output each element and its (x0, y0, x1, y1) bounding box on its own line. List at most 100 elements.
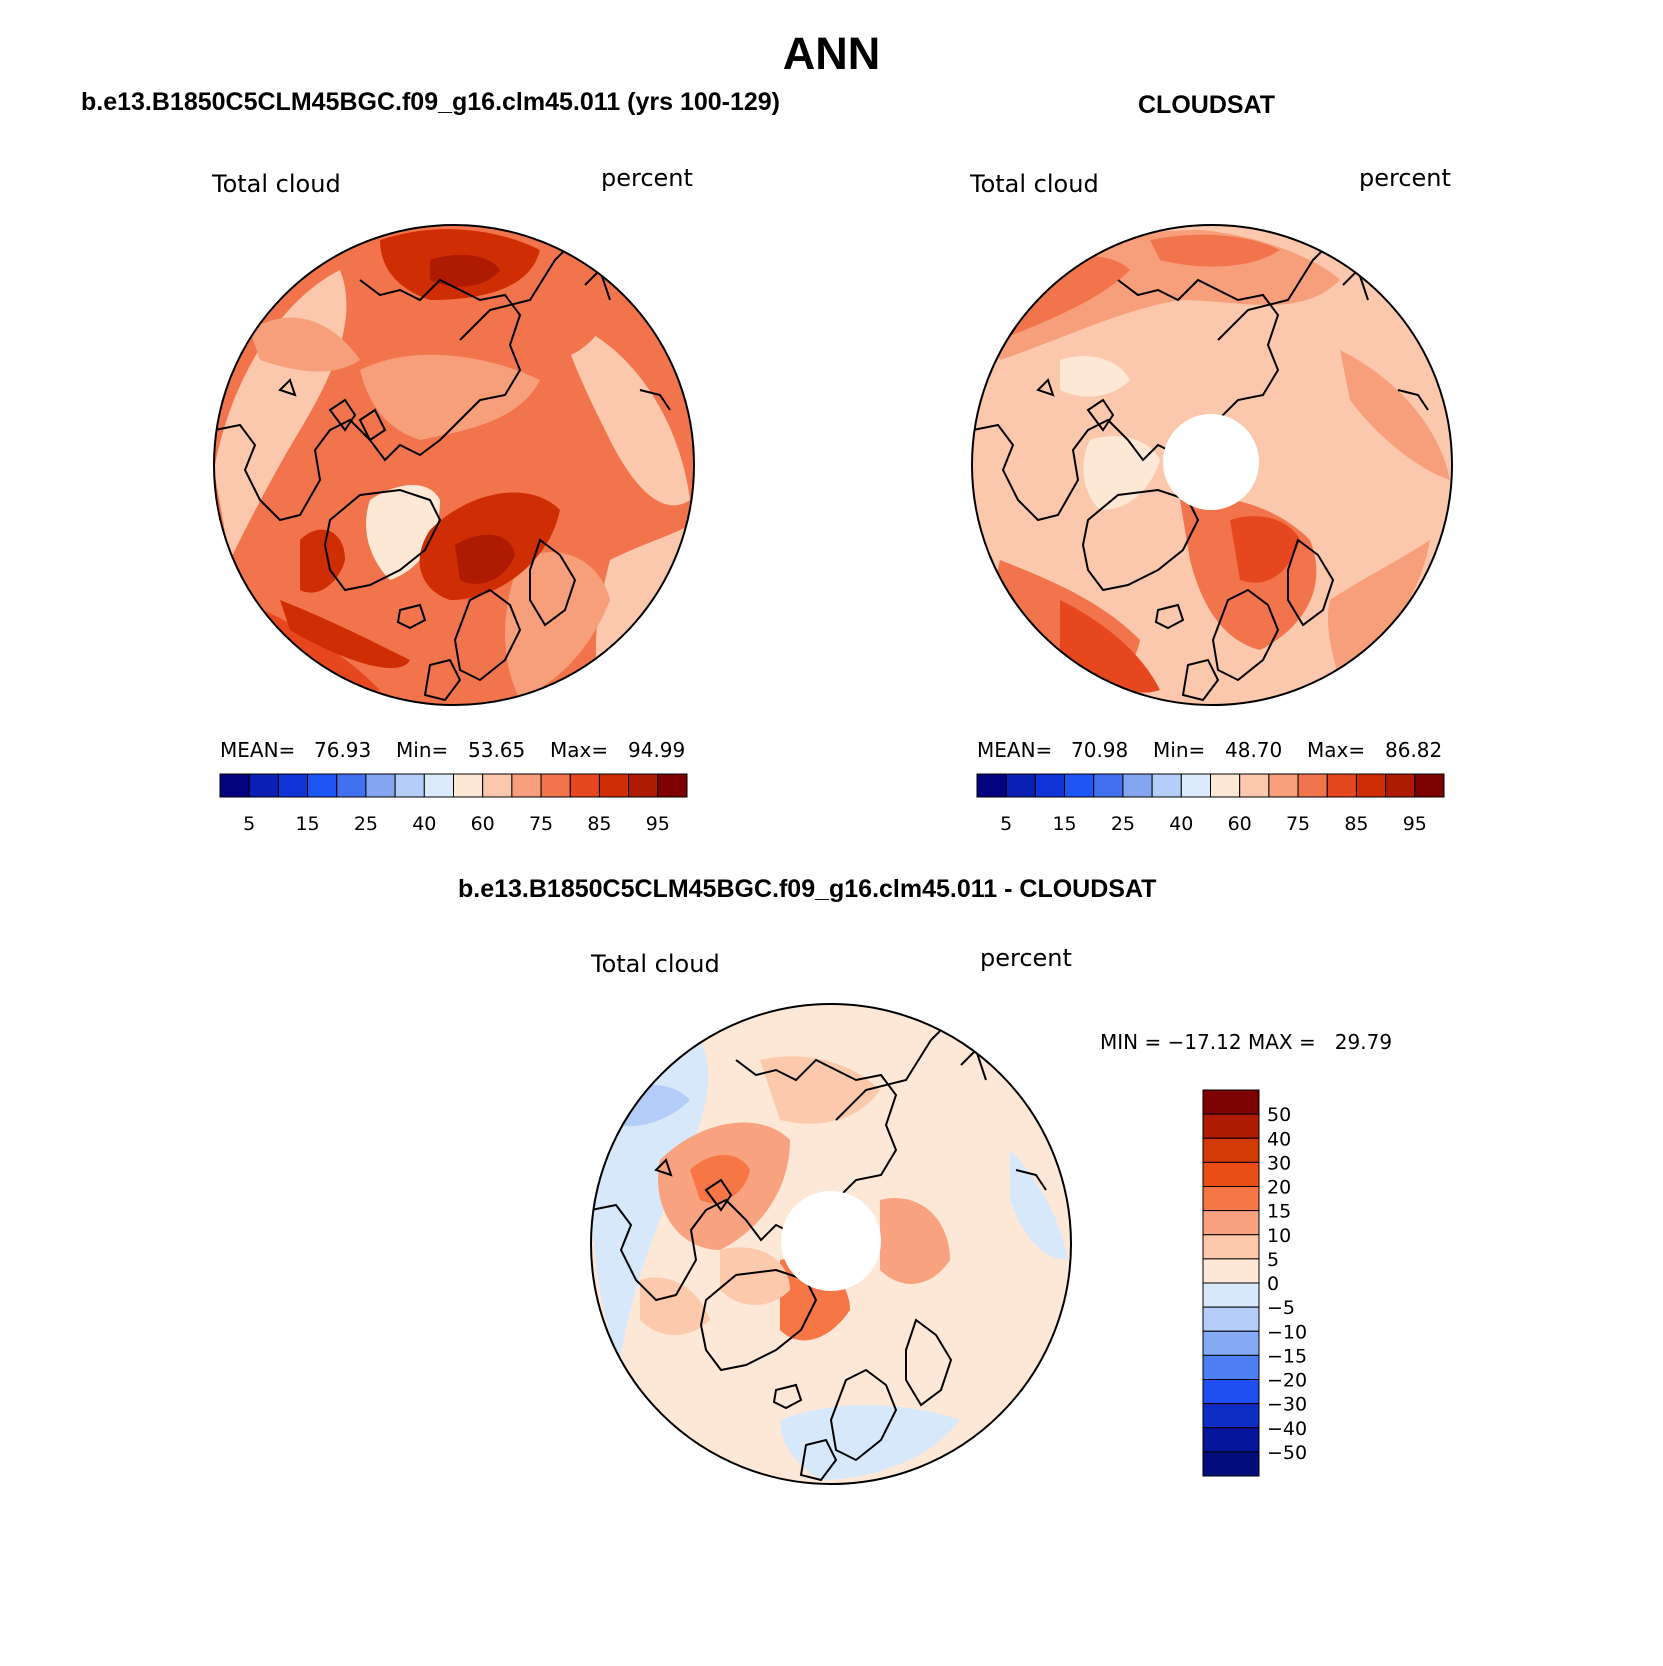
panel-3-colorbar-box (1202, 1113, 1260, 1139)
panel-3-colorbar-box (1202, 1403, 1260, 1429)
panel-1-colorbar-box (482, 773, 513, 798)
panel-1-colorbar-box (336, 773, 367, 798)
panel-3-colorbar-box (1202, 1089, 1260, 1115)
panel-1-colorbar-box (453, 773, 484, 798)
panel-1-colorbar-tick-label: 40 (412, 813, 436, 835)
panel-3-colorbar-box (1202, 1282, 1260, 1308)
panel-3-colorbar-tick-label: 5 (1267, 1249, 1279, 1271)
panel-3-colorbar-box (1202, 1210, 1260, 1236)
panel-3-colorbar-tick-label: 30 (1267, 1152, 1291, 1174)
figure-title: ANN (782, 28, 881, 79)
panel-3-colorbar-box (1202, 1161, 1260, 1187)
panel-3-colorbar-tick-label: −50 (1267, 1442, 1307, 1464)
panel-3-colorbar-box (1202, 1354, 1260, 1380)
panel-1-colorbar-tick-label: 60 (471, 813, 495, 835)
panel-3-coastlines (591, 1019, 1047, 1482)
panel-1-field-contours (214, 229, 694, 700)
panel-2-colorbar-tick-label: 5 (1000, 813, 1012, 835)
panel-1-colorbar-tick-label: 75 (529, 813, 553, 835)
panel-3-colorbar-box (1202, 1451, 1260, 1477)
panel-2-colorbar-tick-label: 85 (1344, 813, 1368, 835)
panel-3-map-background (591, 1004, 1071, 1484)
panel-1-map (213, 224, 695, 706)
panel-3-colorbar-box (1202, 1427, 1260, 1453)
panel-3-colorbar-box (1202, 1186, 1260, 1212)
panel-3-variable-label: Total cloud (591, 950, 720, 978)
panel-3-colorbar-tick-label: 40 (1267, 1128, 1291, 1150)
panel-3-colorbar-tick-label: −15 (1267, 1345, 1307, 1367)
panel-2-colorbar-box (1297, 773, 1328, 798)
panel-1-colorbar-box (569, 773, 600, 798)
panel-2-colorbar-box (1239, 773, 1270, 798)
panel-3-colorbar-tick-label: −5 (1267, 1297, 1295, 1319)
panel-3-colorbar-tick-label: −20 (1267, 1370, 1307, 1392)
panel-2-colorbar-box (1326, 773, 1357, 798)
panel-3-colorbar-tick-label: 10 (1267, 1225, 1291, 1247)
panel-1-colorbar-box (248, 773, 279, 798)
panel-3-colorbar-tick-label: 15 (1267, 1201, 1291, 1223)
panel-3-units-label: percent (980, 944, 1072, 972)
panel-1-colorbar-box (598, 773, 630, 798)
panel-3-colorbar-tick-label: −30 (1267, 1394, 1307, 1416)
panel-2-colorbar-box (1093, 773, 1124, 798)
panel-3-map-border (590, 1003, 1072, 1485)
panel-3-map (590, 1003, 1072, 1485)
panel-3-colorbar-box (1202, 1137, 1260, 1163)
panel-2-colorbar-box (1122, 773, 1153, 798)
panel-2-colorbar-tick-label: 25 (1111, 813, 1135, 835)
panel-2-colorbar-box (1180, 773, 1211, 798)
panel-1-map-border (213, 224, 695, 706)
panel-1-colorbar-box (511, 773, 542, 798)
panel-2-map (971, 224, 1453, 706)
panel-1-colorbar-tick-label: 5 (243, 813, 255, 835)
panel-2-colorbar-box (1355, 773, 1387, 798)
panel-1-mean-label: MEAN= (220, 738, 296, 762)
panel-1-colorbar-tick-label: 15 (295, 813, 319, 835)
panel-2-colorbar-tick-label: 75 (1286, 813, 1310, 835)
panel-2-colorbar-box (1414, 773, 1445, 798)
panel-1-colorbar-tick-label: 95 (646, 813, 670, 835)
panel-1-colorbar-box (423, 773, 454, 798)
panel-2-max-label: Max= (1307, 738, 1366, 762)
panel-1-min-label: Min= (396, 738, 449, 762)
panel-2-colorbar-box (1151, 773, 1182, 798)
panel-3-colorbar-tick-label: 50 (1267, 1104, 1291, 1126)
panel-1-colorbar-box (365, 773, 396, 798)
panel-2-colorbar: 5 15 25 40 60 75 85 95 (976, 773, 1445, 835)
panel-2-mean-label: MEAN= (977, 738, 1053, 762)
panel-2-units-label: percent (1359, 164, 1451, 192)
panel-1-max-label: Max= (550, 738, 609, 762)
panel-2-colorbar-tick-label: 95 (1403, 813, 1427, 835)
panel-3-title: b.e13.B1850C5CLM45BGC.f09_g16.clm45.011 … (458, 875, 1157, 903)
panel-1-mean-value: 76.93 (314, 738, 372, 762)
panel-1-colorbar-box (277, 773, 309, 798)
panel-2-colorbar-box (1005, 773, 1036, 798)
panel-3-colorbar-box (1202, 1234, 1260, 1260)
panel-3-colorbar-tick-label: 0 (1267, 1273, 1279, 1295)
panel-2-mean-value: 70.98 (1071, 738, 1129, 762)
panel-3-colorbar-tick-label: 20 (1267, 1177, 1291, 1199)
panel-3-colorbar-box (1202, 1379, 1260, 1405)
panel-1-title: b.e13.B1850C5CLM45BGC.f09_g16.clm45.011 … (81, 88, 781, 116)
panel-2-colorbar-tick-label: 40 (1169, 813, 1193, 835)
panel-3-colorbar-box (1202, 1306, 1260, 1332)
panel-3-colorbar-box (1202, 1330, 1260, 1356)
panel-1-colorbar: 5 15 25 40 60 75 85 95 (219, 773, 688, 835)
panel-2-colorbar-box (1268, 773, 1299, 798)
panel-2-colorbar-tick-label: 60 (1228, 813, 1252, 835)
panel-1-max-value: 94.99 (628, 738, 686, 762)
panel-1-colorbar-tick-label: 85 (587, 813, 611, 835)
panel-2-map-border (971, 224, 1453, 706)
panel-2-colorbar-box (976, 773, 1007, 798)
panel-2-colorbar-box (1385, 773, 1416, 798)
panel-2-colorbar-tick-label: 15 (1052, 813, 1076, 835)
panel-1-colorbar-box (394, 773, 425, 798)
panel-1-colorbar-box (307, 773, 338, 798)
panel-2-colorbar-box (1210, 773, 1241, 798)
panel-1-colorbar-tick-label: 25 (354, 813, 378, 835)
panel-1-colorbar-box (628, 773, 659, 798)
panel-1-min-value: 53.65 (468, 738, 526, 762)
panel-2-min-label: Min= (1153, 738, 1206, 762)
